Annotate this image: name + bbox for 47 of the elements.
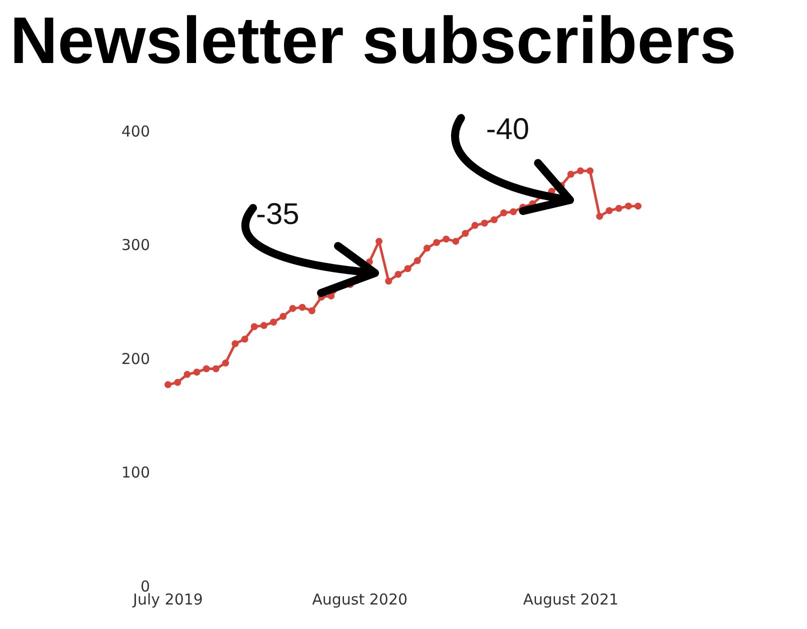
point bbox=[423, 244, 430, 252]
point bbox=[193, 368, 200, 376]
point bbox=[634, 202, 642, 210]
point bbox=[212, 365, 220, 372]
chart-title: Newsletter subscribers bbox=[10, 2, 736, 78]
point bbox=[490, 216, 498, 224]
x-tick-label: August 2021 bbox=[523, 590, 619, 609]
point bbox=[510, 208, 517, 216]
point bbox=[376, 238, 383, 245]
point bbox=[576, 167, 584, 174]
point bbox=[298, 304, 306, 311]
annotation: -35 bbox=[256, 198, 300, 232]
point bbox=[174, 378, 182, 386]
point bbox=[222, 360, 230, 367]
point bbox=[481, 220, 488, 227]
point bbox=[308, 307, 316, 314]
point bbox=[164, 381, 172, 388]
point bbox=[433, 238, 440, 246]
point bbox=[471, 222, 478, 229]
y-tick-label: 300 bbox=[121, 236, 150, 254]
point bbox=[414, 257, 421, 264]
point bbox=[462, 230, 469, 237]
point bbox=[442, 236, 450, 243]
point bbox=[232, 340, 239, 348]
point bbox=[241, 336, 248, 343]
point bbox=[270, 318, 278, 326]
point bbox=[404, 265, 412, 272]
point bbox=[606, 207, 613, 214]
point bbox=[184, 370, 191, 378]
annotation: -40 bbox=[486, 113, 530, 147]
y-tick-label: 400 bbox=[121, 122, 150, 140]
point bbox=[202, 365, 210, 372]
point bbox=[289, 304, 296, 312]
point bbox=[280, 312, 287, 320]
point bbox=[452, 238, 460, 245]
point bbox=[250, 323, 258, 330]
x-tick-label: August 2020 bbox=[312, 590, 408, 609]
y-tick-label: 100 bbox=[121, 464, 150, 482]
point bbox=[500, 209, 508, 216]
point bbox=[260, 322, 268, 330]
y-tick-label: 200 bbox=[121, 350, 150, 368]
point bbox=[394, 270, 402, 278]
point bbox=[596, 212, 604, 220]
point bbox=[586, 167, 594, 174]
point bbox=[624, 202, 632, 210]
point bbox=[615, 204, 622, 212]
point bbox=[385, 278, 392, 285]
